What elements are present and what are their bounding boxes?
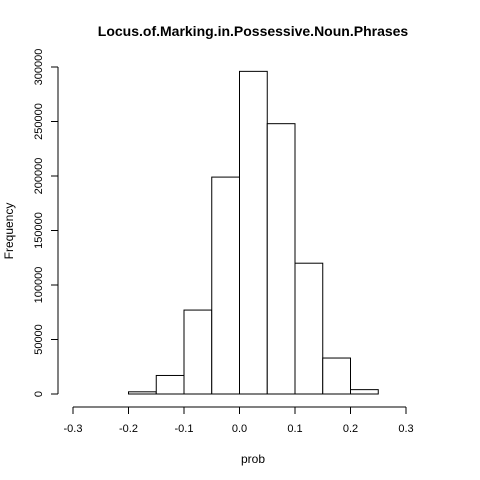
- chart-title: Locus.of.Marking.in.Possessive.Noun.Phra…: [98, 23, 409, 39]
- x-tick-label: -0.2: [119, 423, 138, 435]
- x-tick-label: 0.3: [398, 423, 413, 435]
- histogram-bar: [183, 309, 213, 395]
- histogram-bar: [294, 262, 324, 395]
- y-tick-label: 50000: [33, 324, 45, 355]
- y-axis: 0 50000 100000 150000 200000 250000 300000: [33, 49, 59, 397]
- x-tick-label: 0.1: [287, 423, 302, 435]
- x-tick-label: 0.2: [343, 423, 358, 435]
- y-tick-label: 250000: [33, 103, 45, 140]
- histogram-bar: [211, 176, 240, 395]
- y-tick-label: 0: [33, 391, 45, 397]
- x-tick-label: -0.1: [175, 423, 194, 435]
- x-tick-label: -0.3: [64, 423, 83, 435]
- histogram-bar: [239, 70, 268, 395]
- x-tick-label: 0.0: [232, 423, 247, 435]
- bars-group: [128, 70, 379, 395]
- y-tick-label: 200000: [33, 158, 45, 195]
- y-tick-label: 100000: [33, 267, 45, 304]
- histogram-bar: [266, 123, 296, 395]
- x-axis: -0.3 -0.2 -0.1 0.0 0.1 0.2 0.3: [64, 406, 414, 435]
- histogram-bar: [155, 374, 185, 395]
- y-tick-label: 150000: [33, 212, 45, 249]
- x-axis-label: prob: [241, 452, 265, 466]
- y-tick-label: 300000: [33, 49, 45, 86]
- histogram-bar: [128, 391, 157, 395]
- y-axis-label: Frequency: [2, 203, 16, 260]
- histogram-bar: [350, 389, 379, 395]
- histogram-bar: [322, 357, 351, 395]
